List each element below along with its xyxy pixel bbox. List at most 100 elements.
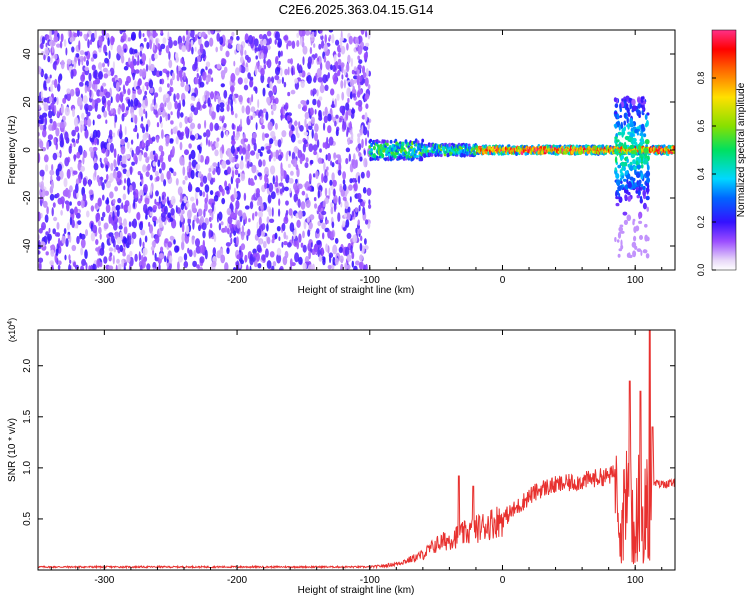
heatmap-cell	[59, 121, 65, 129]
heatmap-cell	[163, 179, 167, 187]
heatmap-cell	[293, 121, 298, 126]
heatmap-cell	[107, 37, 110, 47]
heatmap-cell	[170, 168, 174, 174]
heatmap-cell	[191, 159, 197, 168]
heatmap-cell	[142, 241, 145, 248]
heatmap-cell	[49, 193, 55, 201]
heatmap-cell	[182, 180, 186, 185]
heatmap-cell	[150, 64, 155, 72]
heatmap-cell	[302, 230, 305, 239]
heatmap-cell	[618, 248, 623, 252]
heatmap-cell	[80, 265, 85, 270]
heatmap-cell	[334, 98, 337, 108]
heatmap-cell	[307, 229, 311, 237]
heatmap-cell	[170, 111, 173, 116]
heatmap-cell	[421, 138, 425, 143]
heatmap-cell	[51, 265, 54, 270]
heatmap-cell	[60, 209, 63, 216]
figure-title: C2E6.2025.363.04.15.G14	[279, 2, 434, 17]
heatmap-cell	[322, 74, 328, 84]
heatmap-cell	[54, 105, 57, 115]
heatmap-cell	[317, 157, 322, 164]
heatmap-cell	[138, 251, 141, 262]
heatmap-cell	[54, 62, 57, 71]
heatmap-cell	[628, 254, 633, 259]
heatmap-cell	[641, 112, 645, 116]
heatmap-cell	[190, 105, 195, 112]
heatmap-cell	[188, 249, 193, 257]
heatmap-cell	[108, 50, 111, 60]
heatmap-cell	[66, 168, 71, 179]
heatmap-cell	[363, 45, 369, 52]
heatmap-cell	[198, 32, 202, 38]
heatmap-cell	[230, 72, 236, 83]
heatmap-cell	[134, 49, 138, 54]
heatmap-cell	[254, 65, 258, 76]
heatmap-cell	[216, 32, 220, 42]
heatmap-cell	[105, 51, 108, 56]
heatmap-cell	[309, 47, 313, 55]
heatmap-cell	[121, 155, 127, 165]
heatmap-cell	[347, 108, 353, 116]
heatmap-cell	[146, 84, 149, 91]
heatmap-cell	[235, 131, 241, 138]
heatmap-cell	[152, 161, 156, 167]
heatmap-cell	[240, 56, 244, 64]
heatmap-cell	[342, 171, 346, 180]
heatmap-cell	[171, 72, 175, 81]
heatmap-cell	[633, 235, 637, 242]
heatmap-cell	[359, 242, 363, 252]
heatmap-cell	[225, 50, 230, 58]
heatmap-cell	[129, 166, 133, 176]
heatmap-cell	[355, 260, 360, 266]
heatmap-cell	[252, 132, 257, 139]
heatmap-cell	[644, 114, 648, 120]
heatmap-cell	[38, 181, 42, 188]
heatmap-cell	[161, 215, 167, 223]
colorbar-gradient	[711, 29, 737, 271]
heatmap-cell	[117, 153, 120, 164]
heatmap-cell	[40, 71, 44, 76]
heatmap-cell	[404, 151, 408, 155]
heatmap-cell	[245, 105, 251, 115]
heatmap-cell	[634, 168, 637, 176]
heatmap-cell	[629, 102, 633, 110]
heatmap-cell	[245, 264, 249, 270]
heatmap-cell	[159, 79, 162, 85]
heatmap-cell	[213, 195, 219, 202]
heatmap-cell	[295, 213, 299, 219]
heatmap-cell	[120, 54, 125, 64]
heatmap-cell	[226, 149, 230, 156]
heatmap-cell	[124, 126, 127, 136]
heatmap-cell	[193, 250, 197, 258]
heatmap-cell	[204, 40, 210, 48]
heatmap-cell	[205, 136, 208, 146]
heatmap-cell	[640, 123, 645, 130]
heatmap-cell	[117, 197, 122, 204]
heatmap-cell	[167, 31, 170, 40]
heatmap-cell	[359, 254, 364, 262]
snr-series	[38, 330, 675, 570]
heatmap-cell	[146, 30, 151, 37]
heatmap-cell	[103, 157, 108, 164]
heatmap-cell	[68, 264, 72, 270]
heatmap-cell	[79, 50, 85, 56]
heatmap-cell	[337, 52, 341, 58]
heatmap-cell	[288, 178, 294, 184]
heatmap-cell	[88, 146, 94, 153]
heatmap-cell	[318, 255, 323, 262]
heatmap-cell	[365, 42, 370, 47]
heatmap-cell	[179, 156, 185, 166]
heatmap-cell	[62, 97, 67, 104]
heatmap-cell	[376, 158, 380, 161]
heatmap-cell	[345, 147, 351, 153]
heatmap-cell	[142, 103, 145, 108]
heatmap-cell	[277, 50, 281, 58]
heatmap-cell	[288, 150, 291, 157]
heatmap-cell	[84, 119, 87, 125]
heatmap-cell	[221, 160, 227, 169]
heatmap-cell	[626, 158, 629, 163]
heatmap-cell	[363, 149, 366, 156]
x-tick-label: 0	[500, 575, 506, 586]
heatmap-cell	[170, 195, 176, 206]
